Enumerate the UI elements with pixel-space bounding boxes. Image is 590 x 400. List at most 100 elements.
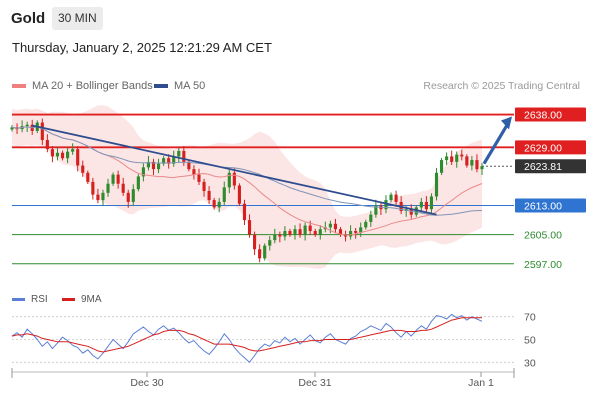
candle-body	[328, 223, 332, 228]
candle-body	[470, 160, 474, 166]
candle-body	[222, 187, 226, 202]
candle-body	[384, 200, 388, 210]
level-tag-2613-00	[515, 198, 586, 213]
candle-body	[212, 200, 216, 208]
legend-rsi: RSI	[12, 294, 48, 305]
candle-body	[293, 229, 297, 235]
last-price-tag	[515, 159, 586, 174]
candle-body	[429, 196, 434, 210]
candle-body	[146, 161, 151, 168]
legend-bollinger-label: MA 20 + Bollinger Bands	[32, 80, 153, 92]
candle-body	[288, 231, 292, 235]
candle-body	[445, 156, 449, 161]
candle-body	[450, 156, 454, 162]
candle-body	[156, 163, 161, 170]
candle-body	[141, 167, 145, 177]
candle-body	[364, 221, 368, 228]
candle-body	[40, 122, 44, 141]
rsi-line	[11, 313, 483, 364]
candle-body	[369, 214, 373, 222]
level-label-2629-00: 2629.00	[524, 142, 562, 154]
candle-body	[354, 231, 358, 233]
candle-body	[81, 165, 85, 173]
candle-body	[45, 140, 49, 150]
candle-body	[298, 229, 302, 235]
candle-body	[126, 192, 130, 202]
candle-body	[253, 234, 257, 250]
candle-body	[187, 161, 191, 170]
candle-body	[232, 172, 236, 186]
candle-body	[197, 174, 201, 182]
candle-body	[177, 150, 181, 157]
candle-body	[91, 181, 95, 195]
candle-body	[359, 227, 363, 233]
candle-body	[258, 249, 262, 259]
legend-9ma-label: 9MA	[81, 294, 102, 305]
candle-body	[424, 201, 428, 210]
candle-body	[237, 185, 241, 204]
candle-body	[278, 234, 282, 237]
candle-body	[434, 172, 439, 197]
level-label-2613-00: 2613.00	[524, 201, 562, 213]
candle-body	[268, 240, 272, 246]
candle-body	[101, 192, 105, 201]
candle-body	[55, 152, 60, 157]
candle-body	[455, 154, 459, 162]
symbol-name: Gold	[11, 10, 46, 27]
candle-body	[202, 181, 206, 191]
x-tick-label: Dec 31	[298, 377, 331, 389]
descending-trendline	[32, 124, 437, 216]
candle-body	[333, 223, 338, 230]
candle-body	[460, 154, 464, 157]
candle-body	[10, 127, 14, 130]
candle-body	[263, 245, 267, 259]
level-label-2605-00: 2605.00	[524, 230, 562, 242]
candle-body	[440, 160, 444, 173]
candle-body	[172, 156, 176, 164]
rsi-tick-70: 70	[524, 312, 536, 324]
rsi-9ma-line	[11, 317, 482, 353]
bullish-arrow-shaft	[482, 122, 510, 165]
ma50-line	[11, 126, 483, 216]
candle-body	[389, 194, 393, 201]
candle-body	[106, 183, 110, 193]
candle-body	[227, 172, 231, 188]
bollinger-band-area	[12, 105, 482, 269]
candle-body	[475, 160, 479, 170]
candle-body	[50, 149, 54, 157]
candle-body	[111, 174, 115, 184]
credit-text: Research © 2025 Trading Central	[423, 80, 580, 92]
candle-body	[217, 201, 221, 208]
rsi-tick-50: 50	[524, 335, 536, 347]
candle-body	[167, 158, 171, 164]
last-price-label: 2623.81	[524, 161, 562, 173]
candle-body	[409, 209, 413, 215]
candle-body	[116, 174, 120, 184]
level-label-2597-00: 2597.00	[524, 259, 562, 271]
level-tag-2638-00	[515, 107, 586, 122]
candle-body	[182, 150, 186, 162]
legend-ma50-label: MA 50	[174, 80, 206, 92]
level-tag-2629-00	[515, 140, 586, 155]
candle-body	[71, 149, 75, 152]
candle-body	[86, 172, 90, 182]
legend-ma50: MA 50	[154, 80, 205, 92]
x-tick-label: Dec 30	[130, 377, 163, 389]
candle-body	[480, 166, 484, 170]
candle-body	[207, 191, 211, 201]
candle-body	[66, 151, 70, 159]
candle-body	[151, 161, 156, 170]
candle-body	[313, 231, 317, 235]
legend-bollinger: MA 20 + Bollinger Bands	[12, 80, 153, 92]
timestamp: Thursday, January 2, 2025 12:21:29 AM CE…	[12, 40, 272, 55]
legend-9ma: 9MA	[62, 294, 102, 305]
candle-body	[192, 169, 196, 175]
candle-body	[318, 229, 322, 235]
candle-body	[374, 205, 378, 215]
candle-body	[303, 225, 307, 235]
candle-body	[60, 152, 65, 159]
candle-body	[162, 158, 166, 164]
candle-body	[465, 156, 469, 166]
timeframe-button[interactable]: 30 MIN	[52, 7, 103, 30]
